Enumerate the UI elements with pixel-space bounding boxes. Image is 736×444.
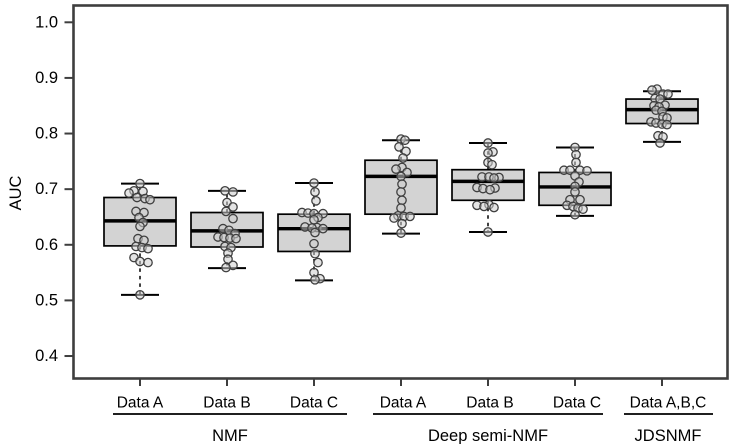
y-tick-label: 0.4 [35,347,58,365]
data-point [483,148,493,158]
data-point [124,188,134,198]
data-point [570,187,580,197]
x-category-label: Data A [380,395,427,412]
data-point [228,213,238,224]
data-point [663,89,673,99]
data-point [143,243,153,254]
data-point [132,192,142,203]
data-point [487,159,497,170]
boxplot-box-group [190,185,264,273]
data-point [578,204,588,215]
x-category-label: Data C [553,395,601,412]
data-point [228,202,238,212]
data-point [483,227,493,237]
data-point [145,194,155,205]
data-point [405,211,415,222]
boxplot-box-group [538,142,612,220]
data-point [220,185,230,196]
x-category-label: Data A,B,C [630,395,707,412]
y-tick-label: 1.0 [35,13,58,31]
y-tick-label: 0.8 [35,125,58,143]
data-point [489,173,499,183]
y-axis-label: AUC [7,176,25,211]
data-point [310,187,320,197]
x-category-label: Data B [203,395,250,412]
data-point [310,274,320,285]
data-point [389,213,399,223]
data-point [318,223,328,234]
data-point [570,209,580,220]
data-point [309,178,319,188]
y-tick-label: 0.9 [35,69,58,87]
data-point [647,85,657,96]
data-point [221,262,231,273]
data-point [231,233,241,244]
data-point [143,257,153,268]
data-point [489,202,499,213]
data-point [397,179,407,190]
data-point [228,187,238,197]
data-point [396,228,406,238]
data-point [310,227,320,238]
data-point [396,187,406,197]
data-point [398,153,408,163]
x-category-label: Data A [117,395,164,412]
group-label: Deep semi-NMF [428,427,548,444]
group-label: NMF [212,427,248,444]
data-point [221,206,231,217]
data-point [311,195,321,206]
boxplot-box-group [103,178,177,300]
data-point [662,119,672,130]
data-point [485,184,495,195]
data-point [391,164,401,174]
boxplot-box-group [364,134,438,238]
group-label: JDSNMF [635,427,702,444]
y-tick-label: 0.7 [35,180,58,198]
data-point [135,289,145,300]
data-point [397,195,407,206]
data-point [582,165,592,176]
y-tick-label: 0.5 [35,291,58,309]
data-point [571,157,581,168]
data-point [135,221,145,232]
data-point [400,135,410,146]
data-point [479,201,489,212]
x-category-label: Data B [466,395,513,412]
data-point [396,171,406,182]
x-category-label: Data C [290,395,338,412]
data-point [575,194,585,205]
data-point [135,256,145,267]
data-point [309,238,319,249]
data-point [655,138,665,148]
data-point [310,248,320,259]
data-point [394,142,404,152]
y-tick-label: 0.6 [35,236,58,254]
boxplot-box-group [625,84,699,148]
boxplot-box-group [451,138,525,237]
boxplot-box-group [277,178,351,285]
data-point [397,218,407,229]
data-point [483,138,493,148]
data-point [313,257,323,268]
